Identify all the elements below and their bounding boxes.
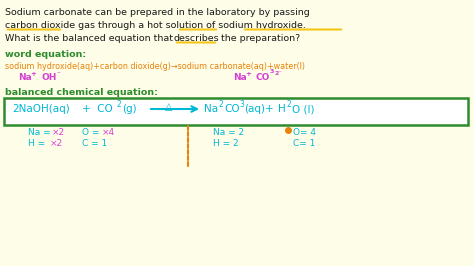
Text: +: + (245, 71, 251, 77)
Text: the preparation?: the preparation? (218, 34, 300, 43)
Text: Na: Na (18, 73, 32, 82)
Text: Na: Na (233, 73, 247, 82)
Text: Na =: Na = (28, 128, 54, 137)
Text: 3: 3 (270, 69, 274, 74)
Text: O (l): O (l) (292, 104, 315, 114)
Text: O= 4: O= 4 (293, 128, 316, 137)
Text: sodium hydroxide(aq)+carbon dioxide(g)→sodium carbonate(aq)+water(l): sodium hydroxide(aq)+carbon dioxide(g)→s… (5, 62, 305, 71)
Text: What is the balanced equation that: What is the balanced equation that (5, 34, 176, 43)
Text: ×4: ×4 (102, 128, 115, 137)
Text: C = 1: C = 1 (82, 139, 107, 148)
Text: carbon dioxide gas through a hot solution of sodium hydroxide.: carbon dioxide gas through a hot solutio… (5, 21, 306, 30)
FancyBboxPatch shape (4, 98, 468, 125)
Text: 2: 2 (117, 100, 122, 109)
Text: 3: 3 (239, 100, 244, 109)
Text: O =: O = (82, 128, 102, 137)
Text: word equation:: word equation: (5, 50, 86, 59)
Text: H = 2: H = 2 (213, 139, 238, 148)
Text: △: △ (165, 102, 173, 112)
Text: 2: 2 (287, 100, 292, 109)
Text: +: + (30, 71, 36, 77)
Text: 2NaOH(aq): 2NaOH(aq) (12, 104, 70, 114)
Text: CO: CO (256, 73, 270, 82)
Text: Na: Na (204, 104, 218, 114)
Text: Na = 2: Na = 2 (213, 128, 244, 137)
Text: ×2: ×2 (52, 128, 65, 137)
Text: ×2: ×2 (50, 139, 63, 148)
Text: 2⁻: 2⁻ (275, 71, 283, 76)
Text: H =: H = (28, 139, 48, 148)
Text: ⁻: ⁻ (57, 71, 61, 77)
Text: describes: describes (174, 34, 219, 43)
Text: +  CO: + CO (82, 104, 113, 114)
Text: 2: 2 (219, 100, 224, 109)
Text: OH: OH (42, 73, 57, 82)
Text: Sodium carbonate can be prepared in the laboratory by passing: Sodium carbonate can be prepared in the … (5, 8, 310, 17)
Text: (g): (g) (122, 104, 137, 114)
Text: CO: CO (224, 104, 240, 114)
Text: H: H (278, 104, 286, 114)
Text: (aq)+: (aq)+ (244, 104, 273, 114)
Text: balanced chemical equation:: balanced chemical equation: (5, 88, 158, 97)
Text: C= 1: C= 1 (293, 139, 315, 148)
